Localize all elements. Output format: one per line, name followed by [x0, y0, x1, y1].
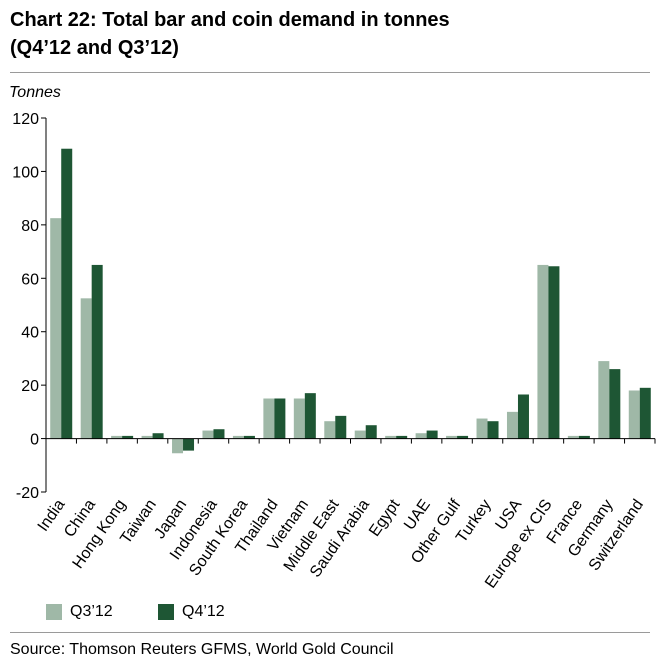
bar-q3	[172, 438, 184, 454]
bar-q3	[598, 361, 610, 439]
bar-q3	[628, 390, 640, 439]
y-tick-label: 40	[21, 325, 39, 342]
bar-q4	[426, 430, 438, 439]
bar-q4	[365, 425, 377, 439]
bar-q4	[304, 393, 316, 439]
bar-q4	[335, 415, 347, 439]
bar-q4	[183, 438, 195, 451]
bar-q4	[609, 369, 621, 439]
y-tick-label: -20	[16, 485, 39, 502]
bar-q4	[152, 433, 164, 439]
y-tick-label: 20	[21, 378, 39, 395]
bar-q3	[293, 398, 305, 439]
chart-title-line-1: Chart 22: Total bar and coin demand in t…	[10, 9, 450, 31]
bar-q3	[506, 411, 518, 439]
bar-q3	[354, 430, 366, 439]
bar-q4	[487, 421, 499, 439]
legend-swatch-q4	[158, 604, 174, 620]
legend-label-q4: Q4’12	[182, 603, 225, 620]
title-divider	[10, 72, 650, 73]
bar-q3	[232, 435, 244, 439]
bar-q4	[517, 394, 529, 439]
bar-q3	[324, 421, 336, 439]
chart-title: Chart 22: Total bar and coin demand in t…	[10, 6, 650, 62]
bar-q3	[263, 398, 275, 439]
y-tick-label: 120	[12, 111, 39, 128]
bar-q3	[446, 435, 458, 439]
y-tick-label: 80	[21, 218, 39, 235]
bar-q4	[243, 435, 255, 439]
bar-q4	[548, 266, 560, 439]
bar-q4	[639, 387, 651, 439]
bar-q4	[122, 435, 134, 439]
bar-q3	[385, 435, 397, 439]
chart-title-line-2: (Q4’12 and Q3’12)	[10, 37, 179, 59]
bar-q4	[578, 435, 590, 439]
y-tick-label: 60	[21, 271, 39, 288]
y-tick-label: 100	[12, 164, 39, 181]
source-note: Source: Thomson Reuters GFMS, World Gold…	[10, 641, 394, 658]
bar-q4	[91, 264, 103, 439]
legend-label-q3: Q3’12	[70, 603, 113, 620]
bar-q3	[202, 430, 214, 439]
bar-q4	[213, 429, 225, 439]
legend-item-q3: Q3’12	[46, 603, 113, 621]
bar-q3	[537, 264, 549, 439]
bar-q3	[111, 435, 123, 439]
y-axis-label: Tonnes	[9, 84, 61, 101]
y-tick-label: 0	[30, 432, 39, 449]
bar-q4	[274, 398, 286, 439]
legend-item-q4: Q4’12	[158, 603, 225, 621]
legend-swatch-q3	[46, 604, 62, 620]
bar-q3	[476, 418, 488, 439]
bar-q3	[80, 298, 92, 439]
bar-q3	[141, 435, 153, 439]
bar-q4	[396, 435, 408, 439]
bar-q4	[61, 148, 73, 439]
bar-q3	[50, 218, 62, 439]
bar-q4	[457, 435, 469, 439]
bar-q3	[567, 435, 579, 439]
source-divider	[10, 632, 650, 633]
x-tick-label: Egypt	[366, 496, 404, 540]
bar-q3	[415, 433, 427, 439]
